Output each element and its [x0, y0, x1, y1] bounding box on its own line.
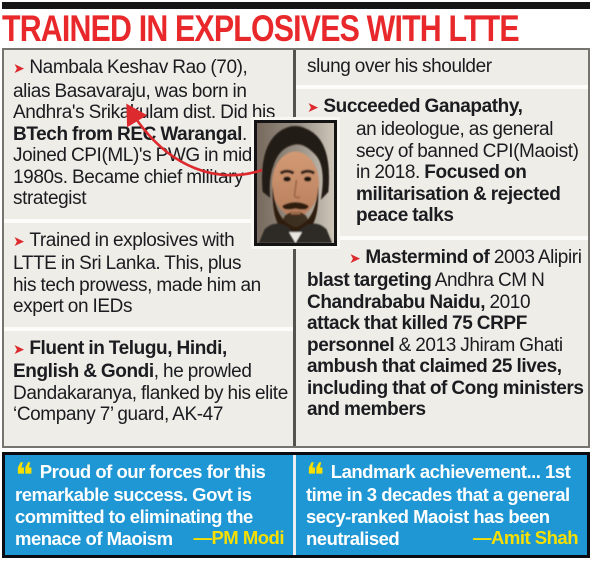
right-column: slung over his shoulder ➤ Succeeded Ganap…	[296, 50, 588, 446]
fact-bullet-languages: ➤ Fluent in Telugu, Hindi, English & Gond…	[4, 326, 293, 435]
bullet-arrow-icon: ➤	[13, 233, 25, 250]
fact-text-bio: Nambala Keshav Rao (70), alias Basavaraj…	[13, 57, 275, 209]
fact-text-succeeded-lead: Succeeded Ganapathy,	[323, 95, 523, 117]
top-rule	[2, 2, 590, 9]
bullet-arrow-icon: ➤	[349, 250, 361, 267]
fact-text-ltte: Trained in explosives with LTTE in Sri L…	[13, 229, 261, 318]
quote-text-modi: Proud of our forces for this remarkable …	[15, 461, 266, 549]
fact-bullet-mastermind: ➤ Mastermind of 2003 Alipiri blast target…	[296, 235, 588, 430]
fact-bullet-ltte: ➤ Trained in explosives with LTTE in Sri …	[4, 218, 293, 327]
headline: TRAINED IN EXPLOSIVES WITH LTTE	[2, 8, 520, 49]
bullet-arrow-icon: ➤	[13, 61, 25, 77]
quote-amit-shah: ❝ Landmark achievement... 1st time in 3 d…	[296, 455, 587, 555]
bullet-arrow-icon: ➤	[13, 341, 25, 358]
quote-pm-modi: ❝ Proud of our forces for this remarkable…	[5, 455, 296, 555]
quote-strip: ❝ Proud of our forces for this remarkable…	[2, 452, 590, 558]
fact-bullet-bio: ➤ Nambala Keshav Rao (70), alias Basavara…	[4, 50, 293, 219]
fact-text-languages: Fluent in Telugu, Hindi, English & Gondi…	[13, 337, 288, 426]
quote-attribution-shah: —Amit Shah	[473, 527, 578, 548]
fact-text-succeeded-body: an ideologue, as general secy of banned …	[356, 119, 579, 226]
left-column: ➤ Nambala Keshav Rao (70), alias Basavara…	[4, 50, 296, 446]
bullet-arrow-icon: ➤	[307, 99, 319, 116]
fact-text-mastermind: Mastermind of 2003 Alipiri blast targeti…	[307, 246, 584, 421]
fact-bullet-succeeded: ➤ Succeeded Ganapathy, an ideologue, as g…	[296, 84, 588, 236]
quote-attribution-modi: —PM Modi	[193, 527, 284, 548]
portrait-illustration	[257, 123, 334, 243]
portrait-photo	[251, 117, 340, 249]
quote-text-shah: Landmark achievement... 1st time in 3 de…	[306, 461, 571, 549]
factbox: ➤ Nambala Keshav Rao (70), alias Basavara…	[2, 48, 590, 448]
fact-continuation: slung over his shoulder	[307, 56, 492, 77]
